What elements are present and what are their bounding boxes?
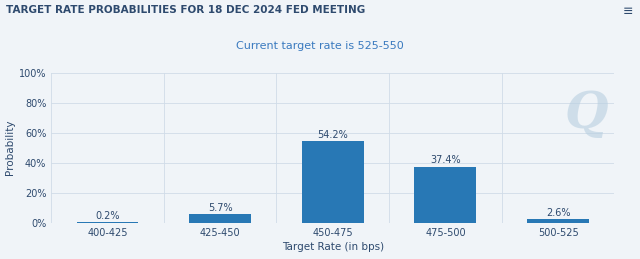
- Text: TARGET RATE PROBABILITIES FOR 18 DEC 2024 FED MEETING: TARGET RATE PROBABILITIES FOR 18 DEC 202…: [6, 5, 365, 15]
- Bar: [302, 141, 364, 223]
- Bar: [415, 167, 476, 223]
- Text: ≡: ≡: [623, 5, 634, 18]
- Y-axis label: Probability: Probability: [4, 120, 15, 175]
- Text: 0.2%: 0.2%: [95, 211, 120, 221]
- Text: 37.4%: 37.4%: [430, 155, 461, 165]
- Bar: [527, 219, 589, 223]
- Text: 54.2%: 54.2%: [317, 130, 348, 140]
- Text: 2.6%: 2.6%: [546, 208, 570, 218]
- X-axis label: Target Rate (in bps): Target Rate (in bps): [282, 242, 384, 252]
- Text: 5.7%: 5.7%: [208, 203, 232, 213]
- Text: Q: Q: [564, 90, 608, 139]
- Bar: [189, 214, 251, 223]
- Bar: [77, 222, 138, 223]
- Text: Current target rate is 525-550: Current target rate is 525-550: [236, 41, 404, 52]
